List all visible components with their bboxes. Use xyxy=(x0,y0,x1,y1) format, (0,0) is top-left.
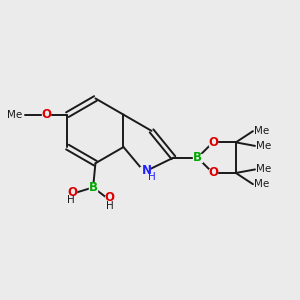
Text: B: B xyxy=(193,151,202,164)
Text: O: O xyxy=(67,186,77,199)
Text: B: B xyxy=(88,181,98,194)
Text: O: O xyxy=(104,191,114,205)
Text: N: N xyxy=(142,164,152,177)
Text: Me: Me xyxy=(256,164,272,174)
Bar xyxy=(209,138,217,146)
Bar xyxy=(89,183,97,191)
Bar xyxy=(209,169,217,177)
Bar xyxy=(42,110,50,119)
Text: H: H xyxy=(68,195,75,205)
Text: Me: Me xyxy=(8,110,22,120)
Text: O: O xyxy=(41,108,51,121)
Text: Me: Me xyxy=(254,126,270,136)
Text: Me: Me xyxy=(254,179,270,189)
Text: H: H xyxy=(106,201,114,211)
Text: O: O xyxy=(208,167,218,179)
Bar xyxy=(140,167,149,176)
Text: O: O xyxy=(208,136,218,149)
Text: H: H xyxy=(148,172,156,182)
Bar xyxy=(194,154,202,162)
Bar xyxy=(105,196,113,204)
Bar xyxy=(68,190,76,198)
Text: Me: Me xyxy=(256,141,272,151)
